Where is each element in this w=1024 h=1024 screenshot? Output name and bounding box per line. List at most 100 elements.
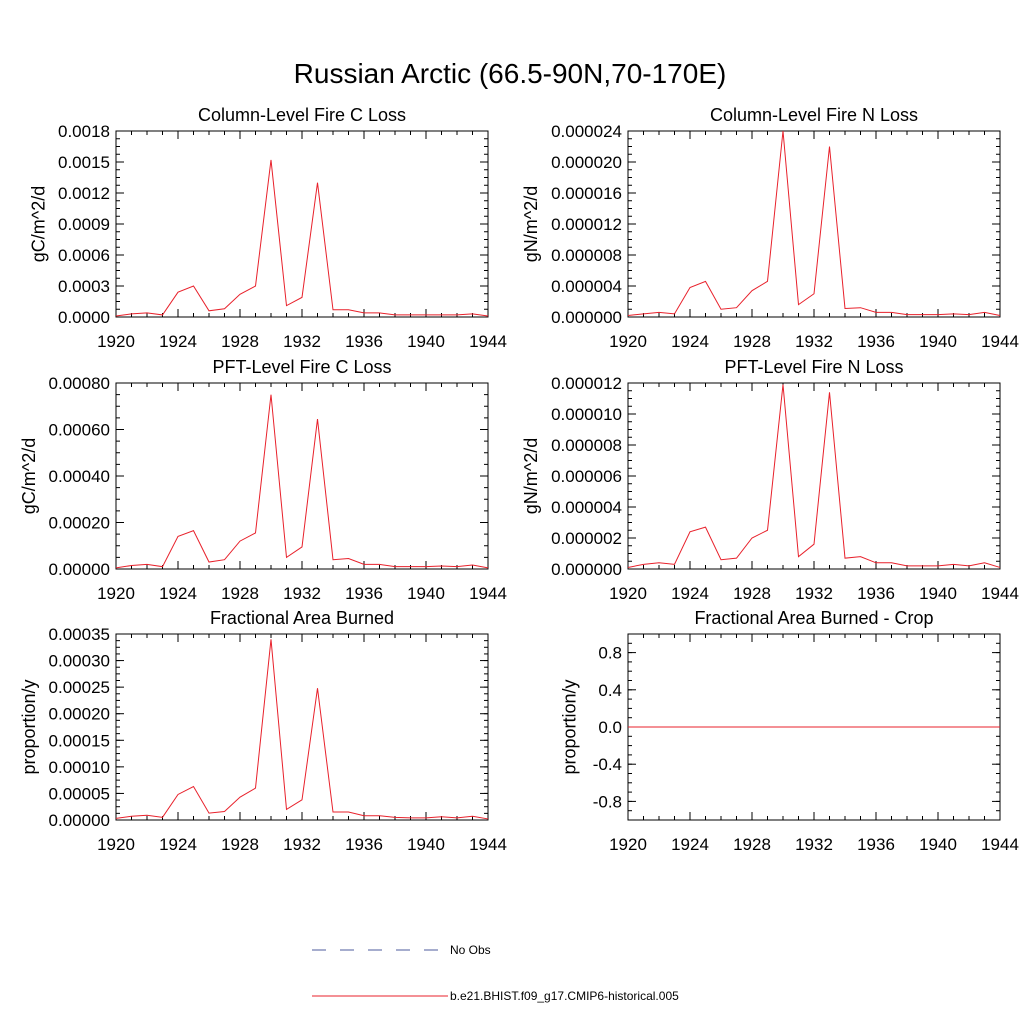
y-tick-label: 0.000000 [551, 308, 622, 327]
x-tick-label: 1928 [733, 332, 771, 351]
y-tick-label: 0.000004 [551, 498, 622, 517]
x-tick-label: 1940 [407, 835, 445, 854]
panel-title: Fractional Area Burned [210, 608, 394, 628]
x-tick-label: 1936 [857, 332, 895, 351]
x-tick-label: 1944 [981, 835, 1019, 854]
panel-4: PFT-Level Fire N Loss 1920 1924 1928 1932 193… [521, 357, 1019, 603]
y-axis-label: proportion/y [19, 679, 39, 774]
y-axis-label: gN/m^2/d [521, 438, 541, 514]
plot-frame [115, 382, 489, 570]
y-axis-label: proportion/y [560, 679, 580, 774]
y-tick-label: 0.000006 [551, 467, 622, 486]
y-tick-label: 0.8 [598, 644, 622, 663]
series-line [115, 639, 489, 820]
x-tick-label: 1928 [733, 835, 771, 854]
x-tick-label: 1940 [919, 584, 957, 603]
y-tick-label: 0.000020 [551, 153, 622, 172]
legend-obs-label: No Obs [450, 943, 491, 957]
y-tick-label: 0.000016 [551, 184, 622, 203]
x-tick-label: 1932 [283, 332, 321, 351]
y-tick-label: 0.0000 [58, 308, 110, 327]
y-tick-label: 0.0006 [58, 246, 110, 265]
x-tick-label: 1924 [159, 332, 197, 351]
y-tick-label: 0.000008 [551, 246, 622, 265]
x-tick-label: 1940 [407, 584, 445, 603]
x-tick-label: 1928 [221, 835, 259, 854]
legend: No Obs b.e21.BHIST.f09_g17.CMIP6-histori… [312, 943, 679, 1003]
x-tick-label: 1932 [283, 835, 321, 854]
y-tick-label: -0.8 [593, 792, 622, 811]
x-tick-label: 1924 [159, 584, 197, 603]
panels: Column-Level Fire C Loss 1920 1924 1928 1932… [19, 105, 1019, 854]
series-line [115, 394, 489, 569]
x-tick-label: 1944 [469, 835, 507, 854]
panel-title: Fractional Area Burned - Crop [694, 608, 933, 628]
panel-3: PFT-Level Fire C Loss 1920 1924 1928 1932 193… [19, 357, 507, 603]
x-tick-label: 1920 [97, 835, 135, 854]
panel-title: Column-Level Fire N Loss [710, 105, 918, 125]
plot-frame [115, 130, 489, 318]
y-tick-label: -0.4 [593, 755, 622, 774]
x-tick-label: 1932 [795, 835, 833, 854]
series-line [627, 384, 1001, 568]
y-tick-label: 0.00000 [49, 811, 110, 830]
y-axis-label: gN/m^2/d [521, 186, 541, 262]
y-tick-label: 0.0015 [58, 153, 110, 172]
series-line [627, 130, 1001, 316]
y-tick-label: 0.000024 [551, 122, 622, 141]
x-tick-label: 1924 [159, 835, 197, 854]
x-tick-label: 1940 [919, 332, 957, 351]
y-tick-label: 0.00020 [49, 514, 110, 533]
x-tick-label: 1940 [919, 835, 957, 854]
x-tick-label: 1924 [671, 835, 709, 854]
x-tick-label: 1936 [345, 835, 383, 854]
y-tick-label: 0.000012 [551, 215, 622, 234]
y-tick-label: 0.000012 [551, 374, 622, 393]
x-tick-label: 1936 [857, 584, 895, 603]
x-tick-label: 1924 [671, 332, 709, 351]
y-tick-label: 0.0012 [58, 184, 110, 203]
panel-title: PFT-Level Fire C Loss [212, 357, 391, 377]
y-tick-label: 0.00020 [49, 705, 110, 724]
panel-2: Column-Level Fire N Loss 1920 1924 1928 1932… [521, 105, 1019, 351]
panel-title: Column-Level Fire C Loss [198, 105, 406, 125]
series-line [115, 159, 489, 317]
y-tick-label: 0.00060 [49, 421, 110, 440]
y-tick-label: 0.00030 [49, 652, 110, 671]
x-tick-label: 1928 [733, 584, 771, 603]
y-tick-label: 0.00015 [49, 731, 110, 750]
y-axis-label: gC/m^2/d [19, 438, 39, 514]
panel-title: PFT-Level Fire N Loss [724, 357, 903, 377]
x-tick-label: 1928 [221, 584, 259, 603]
y-tick-label: 0.0009 [58, 215, 110, 234]
y-tick-label: 0.000008 [551, 436, 622, 455]
y-tick-label: 0.00010 [49, 758, 110, 777]
legend-model-label: b.e21.BHIST.f09_g17.CMIP6-historical.005 [450, 989, 679, 1003]
x-tick-label: 1920 [609, 584, 647, 603]
x-tick-label: 1920 [97, 332, 135, 351]
y-tick-label: 0.0018 [58, 122, 110, 141]
x-tick-label: 1944 [981, 584, 1019, 603]
x-tick-label: 1944 [469, 332, 507, 351]
y-tick-label: 0.000000 [551, 560, 622, 579]
y-tick-label: 0.4 [598, 681, 622, 700]
y-tick-label: 0.000004 [551, 277, 622, 296]
y-axis-label: gC/m^2/d [28, 186, 48, 262]
y-tick-label: 0.000010 [551, 405, 622, 424]
x-tick-label: 1920 [97, 584, 135, 603]
x-tick-label: 1940 [407, 332, 445, 351]
x-tick-label: 1932 [283, 584, 321, 603]
x-tick-label: 1944 [981, 332, 1019, 351]
figure-title: Russian Arctic (66.5-90N,70-170E) [294, 58, 727, 89]
x-tick-label: 1936 [857, 835, 895, 854]
x-tick-label: 1932 [795, 332, 833, 351]
x-tick-label: 1928 [221, 332, 259, 351]
plot-frame [115, 633, 489, 821]
x-tick-label: 1936 [345, 584, 383, 603]
x-tick-label: 1936 [345, 332, 383, 351]
y-tick-label: 0.00035 [49, 625, 110, 644]
y-tick-label: 0.00080 [49, 374, 110, 393]
y-tick-label: 0.00005 [49, 784, 110, 803]
x-tick-label: 1924 [671, 584, 709, 603]
